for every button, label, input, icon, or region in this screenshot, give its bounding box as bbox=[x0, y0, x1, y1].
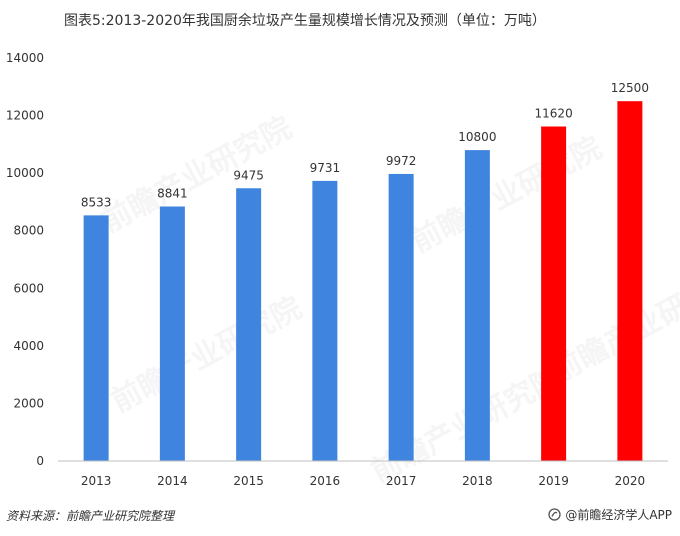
bar-forecast bbox=[617, 101, 643, 461]
y-tick-label: 2000 bbox=[13, 396, 44, 410]
data-label: 8841 bbox=[157, 187, 188, 201]
bar bbox=[388, 173, 414, 461]
brand-text: @前瞻经济学人APP bbox=[565, 508, 672, 522]
bar bbox=[464, 150, 490, 461]
y-tick-label: 10000 bbox=[6, 166, 44, 180]
bar bbox=[312, 180, 338, 461]
x-tick-label: 2015 bbox=[233, 474, 264, 488]
y-tick-label: 14000 bbox=[6, 51, 44, 65]
y-tick-label: 8000 bbox=[13, 224, 44, 238]
data-label: 9972 bbox=[386, 154, 417, 168]
chart-title: 图表5:2013-2020年我国厨余垃圾产生量规模增长情况及预测（单位：万吨） bbox=[64, 13, 546, 29]
y-axis: 0 2000 4000 6000 8000 10000 12000 14000 bbox=[6, 51, 44, 468]
data-label: 9475 bbox=[233, 168, 264, 182]
brand-credit: @前瞻经济学人APP bbox=[548, 506, 672, 523]
y-tick-label: 12000 bbox=[6, 109, 44, 123]
x-tick-label: 2018 bbox=[462, 474, 493, 488]
y-tick-label: 0 bbox=[36, 454, 44, 468]
y-tick-label: 4000 bbox=[13, 339, 44, 353]
data-label: 10800 bbox=[458, 130, 496, 144]
x-tick-label: 2014 bbox=[157, 474, 188, 488]
x-axis: 2013 2014 2015 2016 2017 2018 2019 2020 bbox=[58, 460, 668, 488]
bar bbox=[159, 206, 185, 461]
bar bbox=[83, 215, 109, 461]
x-tick-label: 2019 bbox=[538, 474, 569, 488]
brand-logo-icon bbox=[548, 508, 561, 521]
x-tick-label: 2017 bbox=[386, 474, 417, 488]
bar bbox=[236, 188, 262, 461]
source-note: 资料来源：前瞻产业研究院整理 bbox=[6, 509, 175, 523]
data-label: 12500 bbox=[611, 81, 649, 95]
y-tick-label: 6000 bbox=[13, 281, 44, 295]
bars: 8533 8841 9475 9731 9972 10800 11620 12500 bbox=[81, 81, 649, 461]
x-tick-label: 2020 bbox=[615, 474, 646, 488]
data-label: 11620 bbox=[535, 107, 573, 121]
data-label: 9731 bbox=[310, 161, 341, 175]
x-tick-label: 2013 bbox=[81, 474, 112, 488]
data-label: 8533 bbox=[81, 195, 112, 209]
x-tick-label: 2016 bbox=[310, 474, 341, 488]
bar-forecast bbox=[541, 126, 567, 461]
